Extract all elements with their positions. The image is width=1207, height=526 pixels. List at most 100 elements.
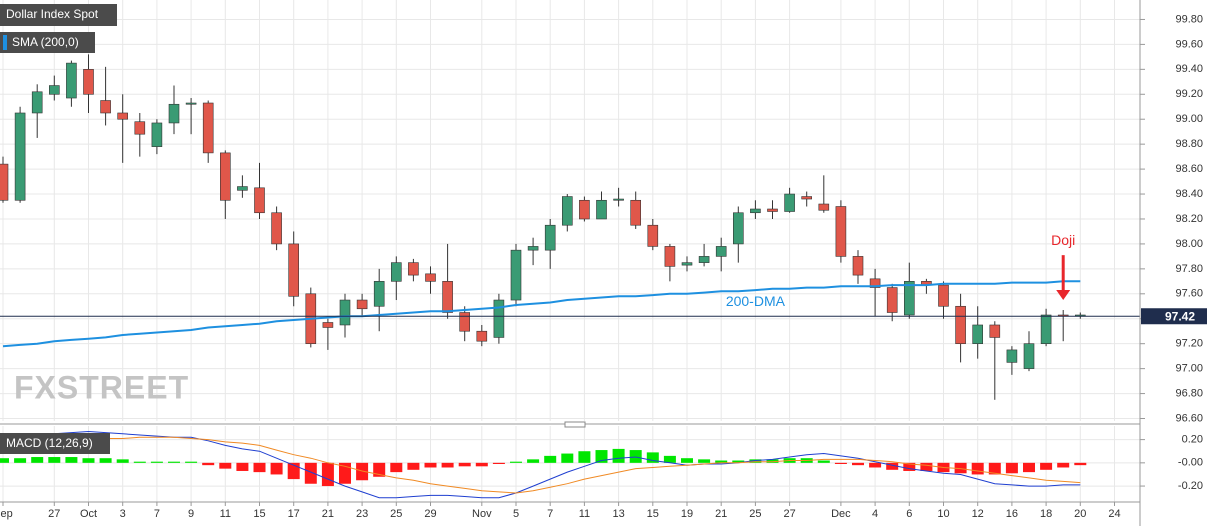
x-tick-label: Sep	[0, 508, 13, 520]
candle-body	[750, 208, 761, 214]
histogram-bar	[31, 457, 44, 463]
candle-body	[613, 198, 624, 201]
histogram-bar	[116, 459, 129, 463]
histogram-bar	[766, 459, 779, 463]
candle-body	[100, 100, 111, 114]
macd-line	[2, 436, 1081, 494]
y-tick-label: 0.20	[1182, 434, 1203, 446]
x-tick-label: 21	[322, 508, 334, 520]
histogram-bar	[407, 462, 420, 470]
title-box	[0, 4, 117, 26]
candle-body	[801, 196, 813, 200]
x-tick-label: 12	[972, 508, 984, 520]
x-tick-label: 18	[1040, 508, 1052, 520]
histogram-bar	[133, 461, 146, 463]
histogram-bar	[65, 457, 78, 463]
candle-body	[134, 121, 146, 135]
histogram-bar	[954, 462, 967, 474]
x-tick-label: Nov	[472, 508, 492, 520]
histogram-bar	[492, 462, 505, 464]
x-tick-label: 27	[783, 508, 795, 520]
histogram-bar	[544, 455, 557, 463]
x-tick-label: 11	[579, 508, 590, 520]
candle-body	[818, 203, 830, 211]
candle-body	[66, 62, 77, 99]
candle-body	[390, 262, 402, 282]
candle-body	[852, 256, 864, 276]
y-tick-label: 97.00	[1175, 363, 1203, 375]
histogram-bar	[749, 459, 762, 463]
y-tick-label: 99.60	[1175, 38, 1203, 50]
histogram-bar	[1023, 462, 1035, 473]
candle-body	[322, 322, 334, 328]
candle-body	[630, 199, 642, 226]
histogram-bar	[202, 462, 215, 466]
y-tick-label: 98.80	[1175, 138, 1203, 150]
x-tick-label: 21	[715, 508, 727, 520]
histogram-bar	[219, 462, 232, 469]
y-tick-label: 97.80	[1175, 263, 1203, 275]
candle-body	[31, 91, 43, 114]
histogram-bar	[168, 461, 180, 463]
y-tick-label: 96.60	[1175, 412, 1203, 424]
y-tick-label: 99.80	[1175, 13, 1203, 25]
x-tick-label: 13	[612, 508, 624, 520]
histogram-bar	[834, 462, 847, 464]
macd-line	[2, 430, 1081, 499]
x-tick-label: 7	[547, 508, 553, 520]
candle-body	[168, 103, 180, 124]
y-tick-label: -0.00	[1178, 457, 1203, 469]
candle-body	[972, 324, 984, 344]
histogram-bar	[852, 462, 864, 466]
histogram-bar	[578, 451, 591, 463]
candle-body	[681, 262, 693, 266]
histogram-bar	[1074, 462, 1087, 466]
x-tick-label: 15	[253, 508, 265, 520]
candle-body	[14, 112, 26, 201]
candle-body	[989, 324, 1001, 338]
x-tick-label: 5	[513, 508, 519, 520]
candle-body	[1023, 343, 1035, 369]
histogram-bar	[0, 458, 9, 463]
candle-body	[117, 112, 128, 120]
x-tick-label: 15	[647, 508, 659, 520]
candle-body	[254, 187, 265, 214]
candle-body	[767, 208, 778, 212]
histogram-bar	[561, 453, 574, 463]
candle-body	[271, 212, 282, 245]
histogram-bar	[475, 462, 488, 467]
annotation: 200-DMA	[726, 293, 786, 309]
watermark: FXSTREET	[14, 369, 189, 405]
candle-body	[596, 199, 607, 220]
x-tick-label: 23	[356, 508, 368, 520]
histogram-bar	[441, 462, 454, 468]
candle-body	[647, 224, 659, 247]
candle-body	[955, 305, 966, 344]
candle-body	[185, 102, 197, 105]
candle-body	[425, 273, 436, 282]
resize-handle[interactable]	[564, 421, 586, 428]
x-tick-label: 25	[749, 508, 761, 520]
x-tick-label: 6	[906, 508, 912, 520]
y-tick-label: 99.20	[1175, 88, 1203, 100]
candle-body	[408, 262, 419, 276]
y-tick-label: 96.80	[1175, 387, 1203, 399]
x-tick-label: 4	[872, 508, 878, 520]
x-tick-label: 9	[188, 508, 194, 520]
y-tick-label: 97.20	[1175, 338, 1203, 350]
histogram-bar	[715, 460, 728, 463]
histogram-bar	[681, 458, 693, 463]
candle-body	[561, 196, 573, 226]
histogram-bar	[424, 462, 437, 468]
histogram-bar	[14, 458, 27, 463]
histogram-bar	[1005, 462, 1018, 474]
histogram-bar	[373, 462, 386, 477]
candle-body	[903, 281, 915, 316]
x-tick-label: 29	[424, 508, 436, 520]
histogram-bar	[82, 458, 95, 463]
last-price-box	[1141, 308, 1207, 325]
candle-body	[1040, 314, 1052, 344]
y-tick-label: 98.60	[1175, 163, 1203, 175]
grid	[0, 0, 1140, 502]
